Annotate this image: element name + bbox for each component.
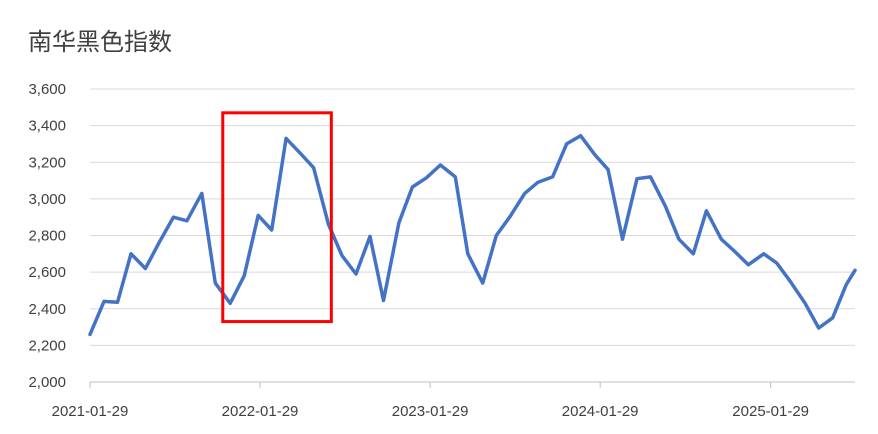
annotation-layer	[221, 111, 333, 324]
x-tick-label: 2023-01-29	[392, 403, 469, 420]
data-point	[762, 252, 765, 255]
data-point	[664, 205, 667, 208]
data-point	[439, 163, 442, 166]
data-point	[144, 267, 147, 270]
data-point	[845, 283, 848, 286]
data-point	[397, 221, 400, 224]
data-point	[734, 250, 737, 253]
data-point	[495, 234, 498, 237]
data-point	[411, 185, 414, 188]
series-line	[88, 133, 857, 337]
data-point	[817, 326, 820, 329]
data-point	[831, 316, 834, 319]
data-point	[116, 301, 119, 304]
data-point	[649, 175, 652, 178]
data-point	[523, 192, 526, 195]
data-point	[243, 274, 246, 277]
data-point	[369, 235, 372, 238]
y-tick-label: 3,600	[28, 81, 66, 98]
highlight-box	[221, 111, 333, 324]
series-layer	[88, 133, 857, 337]
y-tick-label: 2,600	[28, 264, 66, 281]
data-point	[312, 166, 315, 169]
data-point	[565, 142, 568, 145]
y-tick-label: 2,200	[28, 337, 66, 354]
data-point	[747, 263, 750, 266]
data-point	[720, 238, 723, 241]
y-tick-label: 3,000	[28, 191, 66, 208]
y-tick-label: 3,400	[28, 118, 66, 135]
gridlines	[90, 88, 855, 346]
data-point	[257, 214, 260, 217]
data-point	[89, 333, 92, 336]
data-point	[327, 223, 330, 226]
x-tick-label: 2021-01-29	[52, 403, 129, 420]
data-point	[285, 137, 288, 140]
data-point	[102, 300, 105, 303]
data-point	[677, 238, 680, 241]
data-point	[579, 134, 582, 137]
data-point	[341, 254, 344, 257]
data-point	[804, 302, 807, 305]
data-point	[621, 238, 624, 241]
tick-labels: 2,000 2,200 2,400 2,600 2,800 3,000 3,200 3,400…	[28, 81, 809, 420]
y-tick-label: 2,800	[28, 228, 66, 245]
data-point	[481, 282, 484, 285]
data-point	[692, 252, 695, 255]
data-point	[200, 192, 203, 195]
data-point	[551, 175, 554, 178]
data-point	[425, 176, 428, 179]
data-point	[157, 241, 160, 244]
data-point	[466, 252, 469, 255]
data-point	[454, 175, 457, 178]
data-point	[594, 153, 597, 156]
data-point	[536, 181, 539, 184]
data-point	[635, 177, 638, 180]
y-tick-label: 3,200	[28, 154, 66, 171]
chart-title: 南华黑色指数	[28, 28, 172, 56]
x-tick-label: 2024-01-29	[562, 403, 639, 420]
data-point	[185, 219, 188, 222]
data-point	[214, 282, 217, 285]
y-tick-label: 2,400	[28, 301, 66, 318]
data-point	[705, 209, 708, 212]
data-point	[854, 269, 857, 272]
data-point	[129, 252, 132, 255]
data-point	[229, 302, 232, 305]
data-point	[382, 299, 385, 302]
data-point	[355, 272, 358, 275]
axes	[89, 381, 855, 388]
data-point	[172, 216, 175, 219]
data-point	[509, 215, 512, 218]
data-point	[789, 280, 792, 283]
data-point	[775, 261, 778, 264]
x-tick-label: 2022-01-29	[222, 403, 299, 420]
data-point	[607, 168, 610, 171]
x-tick-label: 2025-01-29	[732, 403, 809, 420]
y-tick-label: 2,000	[28, 374, 66, 391]
data-point	[299, 152, 302, 155]
data-point	[270, 229, 273, 232]
